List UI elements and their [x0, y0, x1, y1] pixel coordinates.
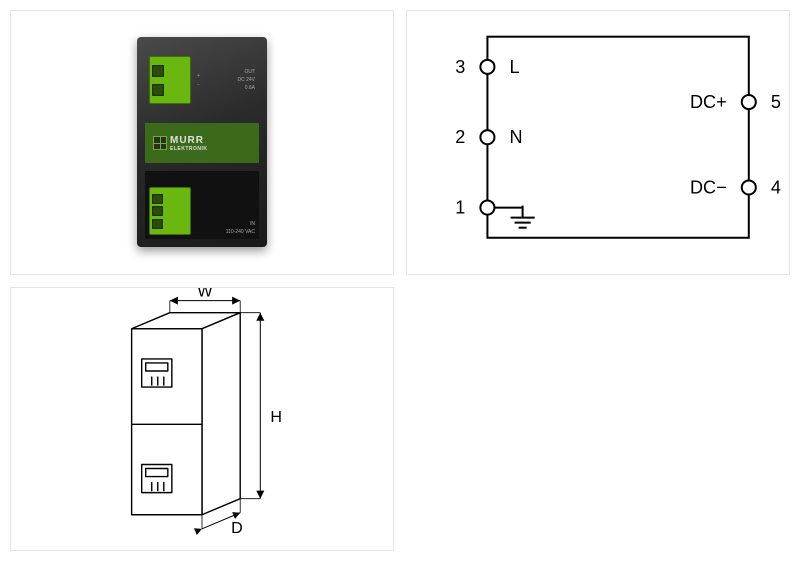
svg-text:N: N — [510, 127, 523, 147]
dimension-drawing: W H D — [11, 288, 393, 551]
svg-text:DC−: DC− — [690, 178, 727, 198]
dc-label: DC 24V — [237, 77, 255, 83]
svg-text:DC+: DC+ — [690, 92, 727, 112]
svg-text:L: L — [510, 57, 520, 77]
empty-panel — [406, 287, 790, 552]
svg-text:3: 3 — [455, 57, 465, 77]
product-top-section: + − OUT DC 24V 0.6A — [145, 45, 259, 115]
output-meta: OUT DC 24V 0.6A — [200, 69, 259, 91]
svg-text:4: 4 — [771, 178, 781, 198]
product-photo-panel: + − OUT DC 24V 0.6A MURR ELEKTRONIK — [10, 10, 394, 275]
in-label: IN — [250, 221, 255, 227]
svg-text:H: H — [270, 407, 282, 425]
svg-text:1: 1 — [455, 198, 465, 218]
brand-panel: MURR ELEKTRONIK — [145, 123, 259, 163]
out-label: OUT — [244, 69, 255, 75]
amps-label: 0.6A — [245, 85, 255, 91]
input-meta: IN 110-240 VAC — [195, 217, 259, 239]
svg-text:W: W — [197, 288, 213, 301]
svg-text:D: D — [231, 518, 243, 536]
brand-sub: ELEKTRONIK — [170, 146, 208, 152]
brand-main: MURR — [170, 135, 208, 146]
dimension-panel: W H D — [10, 287, 394, 552]
product-housing: + − OUT DC 24V 0.6A MURR ELEKTRONIK — [137, 37, 267, 247]
brand: MURR ELEKTRONIK — [153, 135, 208, 152]
product-bottom-section: IN 110-240 VAC — [145, 171, 259, 239]
brand-icon — [153, 136, 167, 150]
output-terminal-block — [149, 56, 191, 104]
schematic-panel: 3 L 2 N 1 5 DC+ 4 DC− — [406, 10, 790, 275]
svg-text:2: 2 — [455, 127, 465, 147]
svg-text:5: 5 — [771, 92, 781, 112]
vac-label: 110-240 VAC — [226, 229, 255, 235]
input-terminal-block — [149, 187, 191, 235]
schematic-drawing: 3 L 2 N 1 5 DC+ 4 DC− — [407, 11, 789, 274]
